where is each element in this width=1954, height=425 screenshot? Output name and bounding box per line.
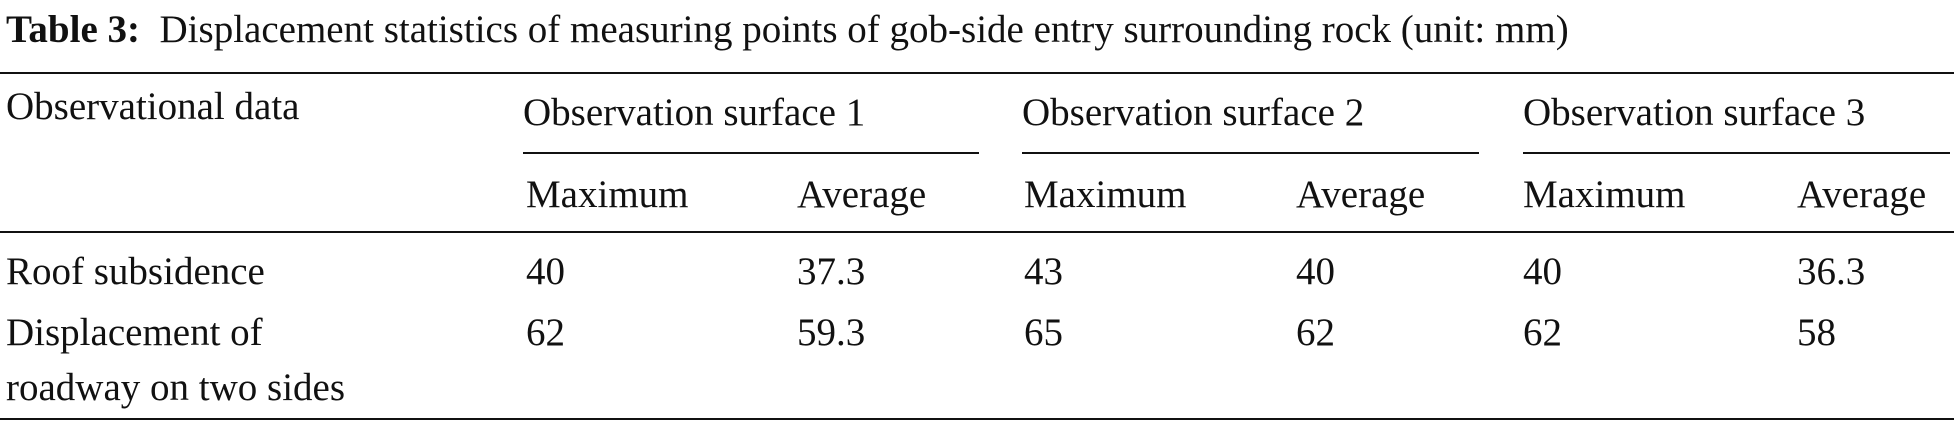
cell: 65 xyxy=(1024,311,1063,354)
sub-header: Average xyxy=(1296,173,1426,216)
row-label: Roof subsidence xyxy=(6,250,265,293)
top-rule xyxy=(0,72,1954,74)
cell: 37.3 xyxy=(797,250,866,293)
cell: 40 xyxy=(1523,250,1562,293)
group-header: Observation surface 1 xyxy=(523,91,866,134)
sub-header: Maximum xyxy=(1523,173,1686,216)
table-caption: Table 3: Displacement statistics of meas… xyxy=(6,5,1569,55)
cell: 40 xyxy=(526,250,565,293)
table-label: Table 3: xyxy=(6,8,141,51)
cell: 43 xyxy=(1024,250,1063,293)
row-label: roadway on two sides xyxy=(6,366,346,409)
row-label: Displacement of xyxy=(6,311,263,354)
sub-header: Average xyxy=(1797,173,1927,216)
cell: 59.3 xyxy=(797,311,866,354)
cell: 40 xyxy=(1296,250,1335,293)
cell: 36.3 xyxy=(1797,250,1866,293)
cell: 58 xyxy=(1797,311,1836,354)
group-header: Observation surface 3 xyxy=(1523,91,1866,134)
table-title: Displacement statistics of measuring poi… xyxy=(159,8,1569,51)
group-underline xyxy=(1022,152,1479,154)
sub-header: Average xyxy=(797,173,927,216)
header-rule xyxy=(0,231,1954,233)
group-underline xyxy=(1523,152,1950,154)
bottom-rule xyxy=(0,418,1954,420)
sub-header: Maximum xyxy=(526,173,689,216)
group-underline xyxy=(523,152,979,154)
corner-header: Observational data xyxy=(6,85,300,128)
sub-header: Maximum xyxy=(1024,173,1187,216)
cell: 62 xyxy=(526,311,565,354)
group-header: Observation surface 2 xyxy=(1022,91,1365,134)
cell: 62 xyxy=(1296,311,1335,354)
cell: 62 xyxy=(1523,311,1562,354)
